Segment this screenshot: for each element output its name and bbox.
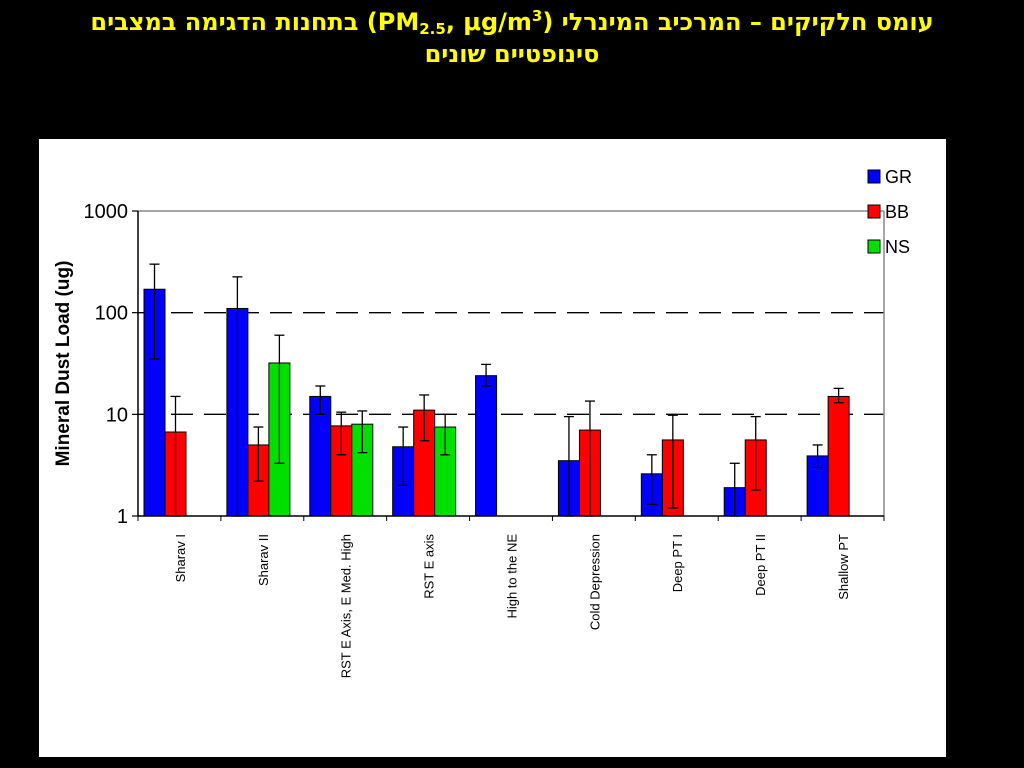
bar-GR-4 — [475, 375, 498, 517]
title-superscript: 3 — [531, 7, 543, 25]
y-tick-label-1: 1 — [117, 506, 128, 528]
legend-swatch-GR — [867, 169, 881, 184]
chart-panel: Sharav I Sharav II RST E Axis, E Med. High… — [39, 139, 946, 757]
slide-title: עומס חלקיקים – המרכיב המינרלי (PM2.5, μg… — [0, 6, 1024, 70]
title-part-3: ) בתחנות הדגימה במצבים — [90, 8, 378, 36]
mineral-dust-chart: Sharav I Sharav II RST E Axis, E Med. High… — [53, 167, 912, 678]
legend-label-NS: NS — [885, 237, 910, 257]
category-label-2: RST E Axis, E Med. High — [339, 534, 354, 678]
title-part-2: , μg/m — [445, 8, 532, 36]
legend-swatch-NS — [867, 239, 881, 254]
category-label-7: Deep PT II — [753, 534, 768, 596]
bar-BB-8 — [827, 395, 850, 517]
category-label-8: Shallow PT — [836, 534, 851, 600]
legend-label-BB: BB — [885, 202, 909, 222]
category-label-6: Deep PT I — [670, 534, 685, 592]
title-line-1: עומס חלקיקים – המרכיב המינרלי (PM2.5, μg… — [0, 6, 1024, 38]
y-tick-label-100: 100 — [95, 303, 128, 325]
category-label-5: Cold Depression — [587, 534, 602, 630]
title-part-1: עומס חלקיקים – המרכיב המינרלי (PM — [377, 8, 934, 36]
y-tick-label-10: 10 — [106, 404, 128, 426]
title-line-2: סינופטיים שונים — [424, 40, 600, 68]
category-label-3: RST E axis — [422, 534, 437, 599]
category-label-1: Sharav II — [256, 534, 271, 586]
category-label-0: Sharav I — [173, 534, 188, 582]
legend-label-GR: GR — [885, 167, 912, 187]
axis-layer: Sharav I Sharav II RST E Axis, E Med. High… — [53, 201, 885, 678]
title-subscript: 2.5 — [419, 20, 446, 38]
y-tick-label-1000: 1000 — [84, 201, 129, 223]
legend-swatch-BB — [867, 204, 881, 219]
legend: GR BB NS — [867, 167, 912, 257]
category-label-4: High to the NE — [504, 534, 519, 619]
grid-layer — [138, 210, 885, 516]
bars-layer — [143, 263, 850, 517]
y-axis-label: Mineral Dust Load (ug) — [53, 261, 74, 467]
